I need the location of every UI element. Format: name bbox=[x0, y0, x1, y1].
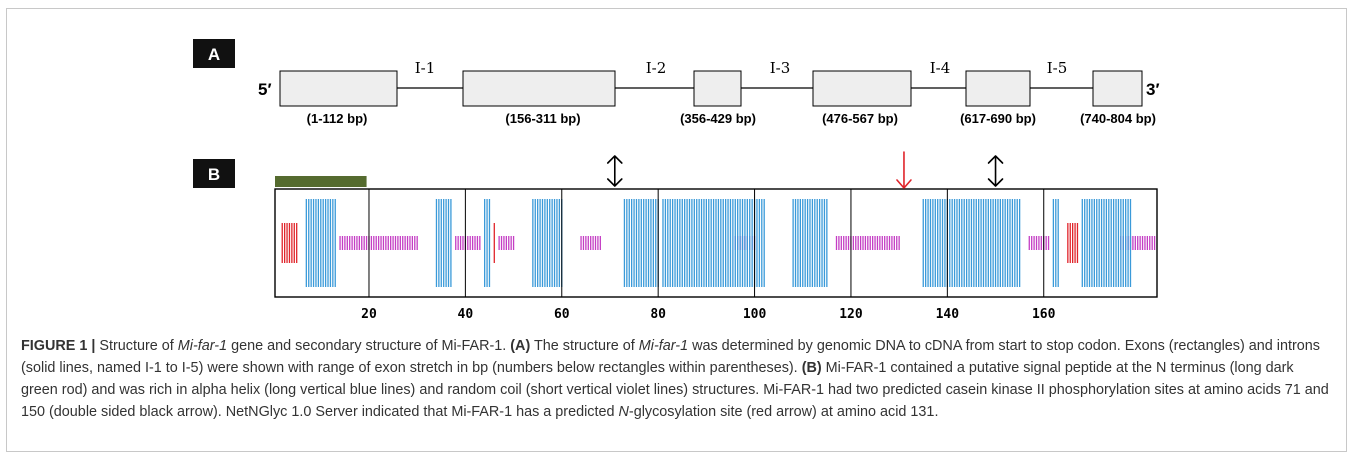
caption-text: The structure of bbox=[530, 338, 639, 354]
panel-a-ref: (A) bbox=[510, 338, 531, 354]
exon-range-3: (356-429 bp) bbox=[680, 111, 756, 126]
panel-b-label: B bbox=[208, 165, 220, 184]
n-glyco-italic: N bbox=[618, 404, 629, 420]
panel-a-label-box bbox=[193, 39, 235, 68]
exon-box-5 bbox=[965, 70, 1031, 107]
exon-box-2 bbox=[462, 70, 616, 107]
intron-label-5: I-5 bbox=[1047, 59, 1068, 77]
intron-label-2: I-2 bbox=[646, 59, 667, 77]
intron-label-3: I-3 bbox=[770, 59, 791, 77]
gene-name: Mi-far-1 bbox=[638, 338, 689, 354]
axis-tick-label: 120 bbox=[839, 307, 863, 322]
caption-text: -glycosylation site (red arrow) at amino… bbox=[628, 404, 939, 420]
figure-label: FIGURE 1 | bbox=[21, 338, 96, 354]
panel-b-ref: (B) bbox=[801, 360, 822, 376]
panel-a: A 5′ 3′ I-1 I-2 I-3 I-4 I-5 (1-112 bp) (… bbox=[193, 39, 1160, 126]
figure-diagram: A 5′ 3′ I-1 I-2 I-3 I-4 I-5 (1-112 bp) (… bbox=[193, 39, 1160, 322]
five-prime-label: 5′ bbox=[258, 80, 272, 99]
axis-tick-label: 160 bbox=[1032, 307, 1056, 322]
exon-range-5: (617-690 bp) bbox=[960, 111, 1036, 126]
axis-tick-label: 140 bbox=[936, 307, 960, 322]
exon-box-4 bbox=[812, 70, 912, 107]
structure-marks bbox=[281, 199, 1156, 287]
intron-label-4: I-4 bbox=[930, 59, 951, 77]
axis-tick-label: 100 bbox=[743, 307, 767, 322]
exon-box-1 bbox=[279, 70, 398, 107]
axis-tick-label: 40 bbox=[458, 307, 474, 322]
exon-range-4: (476-567 bp) bbox=[822, 111, 898, 126]
axis-tick-label: 60 bbox=[554, 307, 570, 322]
gene-name: Mi-far-1 bbox=[177, 338, 228, 354]
axis-tick-label: 80 bbox=[650, 307, 666, 322]
exon-range-2: (156-311 bp) bbox=[505, 111, 580, 126]
exon-range-6: (740-804 bp) bbox=[1080, 111, 1156, 126]
intron-label-1: I-1 bbox=[415, 59, 436, 77]
panel-a-label: A bbox=[208, 45, 220, 64]
axis-tick-label: 20 bbox=[361, 307, 377, 322]
caption-text: Structure of bbox=[95, 338, 178, 354]
figure-caption: FIGURE 1 | Structure of Mi-far-1 gene an… bbox=[21, 335, 1331, 423]
caption-text: gene and secondary structure of Mi-FAR-1… bbox=[227, 338, 511, 354]
caption-text: Mi-FAR-1 contained a putative signal pep… bbox=[21, 360, 1329, 420]
exon-box-6 bbox=[1092, 70, 1143, 107]
exon-range-1: (1-112 bp) bbox=[307, 111, 368, 126]
signal-peptide-rod bbox=[275, 176, 367, 187]
exon-box-3 bbox=[693, 70, 742, 107]
panel-b-label-box bbox=[193, 159, 235, 188]
phosphorylation-site-arrow bbox=[606, 155, 623, 187]
phosphorylation-site-arrow bbox=[987, 155, 1004, 187]
three-prime-label: 3′ bbox=[1146, 80, 1160, 99]
site-arrows bbox=[606, 151, 1004, 189]
caption-text: was determined by genomic DNA to cDNA fr… bbox=[21, 338, 1320, 376]
axis-ticks: 20 40 60 80 100 120 140 160 bbox=[361, 189, 1056, 322]
panel-b: B 20 40 60 80 100 120 140 160 bbox=[193, 151, 1158, 322]
glycosylation-site-arrow bbox=[896, 151, 912, 189]
